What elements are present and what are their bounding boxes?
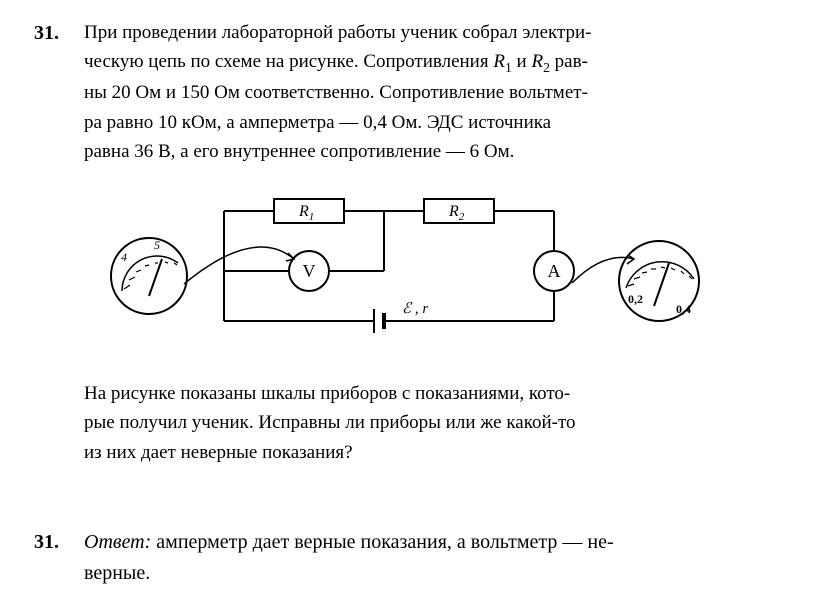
R2-sym: R [531,51,543,72]
problem-after-text: На рисунке показаны шкалы приборов с пок… [84,379,776,467]
after2: рые получил ученик. Исправны ли приборы … [84,412,576,433]
line3: ны 20 Ом и 150 Ом соответственно. Сопрот… [84,82,588,103]
circuit-svg: R1 R2 V A ℰ , r 4 5 0,2 0,4 [94,181,734,361]
spacer [34,379,84,467]
after1: На рисунке показаны шкалы приборов с пок… [84,383,570,404]
problem-row: 31. При проведении лабораторной работы у… [34,18,776,167]
answer-text: Ответ: амперметр дает верные показания, … [84,527,776,589]
answer-t2: верные. [84,562,150,584]
ammeter-label: A [548,261,561,281]
page: 31. При проведении лабораторной работы у… [0,0,816,603]
R2-sub: 2 [543,60,550,75]
line1: При проведении лабораторной работы учени… [84,22,592,43]
line4: ра равно 10 кОм, а амперметра — 0,4 Ом. … [84,112,551,133]
v-scale-5: 5 [154,238,160,252]
answer-number: 31. [34,527,84,589]
R1-sym: R [493,51,505,72]
answer-row: 31. Ответ: амперметр дает верные показан… [34,527,776,589]
R1-sub: 1 [505,60,512,75]
a-scale-04: 0,4 [676,302,691,316]
line2b: и [512,51,532,72]
answer-t1: амперметр дает верные показания, а вольт… [151,531,613,553]
line2a: ческую цепь по схеме на рисунке. Сопроти… [84,51,493,72]
a-scale-02: 0,2 [628,292,643,306]
after3: из них дает неверные показания? [84,442,353,463]
circuit-figure: R1 R2 V A ℰ , r 4 5 0,2 0,4 [94,181,734,361]
problem-after-row: На рисунке показаны шкалы приборов с пок… [34,379,776,467]
problem-text: При проведении лабораторной работы учени… [84,18,776,167]
line5: равна 36 В, а его внутреннее сопротивлен… [84,141,514,162]
voltmeter-label: V [303,261,316,281]
problem-number: 31. [34,18,84,167]
emf-label: ℰ , r [402,301,428,317]
answer-label: Ответ: [84,531,151,553]
line2c: рав- [550,51,588,72]
v-scale-4: 4 [121,250,127,264]
